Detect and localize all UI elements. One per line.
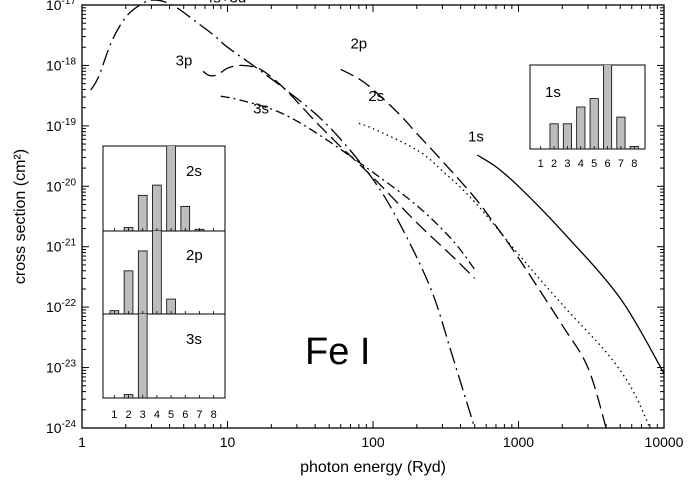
y-tick-base: 10 — [46, 118, 62, 134]
series-line-1s — [476, 154, 665, 374]
y-tick-label: 10-19 — [46, 117, 76, 134]
bar-1s-2 — [549, 123, 559, 149]
element-annotation: Fe I — [305, 331, 370, 373]
curve-label-4s-3d: 4s+3d — [205, 0, 246, 6]
bar-2s-3 — [137, 194, 148, 231]
inset-tick-label: 8 — [211, 409, 217, 421]
bar-1s-5 — [589, 98, 599, 149]
x-tick-label: 1000 — [503, 434, 534, 450]
bar-2s-5 — [166, 146, 176, 231]
x-tick-label: 10 — [220, 434, 236, 450]
bar-1s-4 — [576, 106, 586, 149]
inset-bars — [549, 65, 639, 149]
inset-label-2p: 2p — [186, 247, 203, 264]
inset-frame — [529, 64, 646, 150]
y-tick-base: 10 — [46, 57, 62, 73]
y-tick-label: 10-21 — [46, 238, 76, 255]
y-tick-base: 10 — [46, 239, 62, 255]
inset-tick-label: 5 — [591, 158, 597, 170]
y-tick-exponent: -21 — [62, 238, 77, 249]
y-tick-base: 10 — [46, 420, 62, 436]
bar-2p-3 — [137, 250, 148, 314]
y-tick-base: 10 — [46, 178, 62, 194]
bar-1s-6 — [603, 65, 613, 149]
y-tick-label: 10-17 — [46, 0, 76, 13]
bar-2s-6 — [180, 205, 191, 231]
bar-3s-3 — [137, 314, 148, 398]
series-line-4s-3d — [90, 0, 476, 429]
y-tick-label: 10-18 — [46, 56, 76, 73]
curve-label-3s: 3s — [253, 101, 269, 118]
curve-label-2s: 2s — [368, 88, 384, 105]
inset-tick-label: 8 — [631, 158, 637, 170]
y-axis-title: cross section (cm²) — [12, 149, 29, 284]
inset-tick-label: 4 — [578, 158, 584, 170]
y-tick-label: 10-23 — [46, 359, 76, 376]
y-tick-exponent: -24 — [62, 419, 77, 430]
inset-label-1s: 1s — [545, 84, 561, 101]
inset-tick-label: 2 — [551, 158, 557, 170]
y-tick-label: 10-24 — [46, 419, 76, 436]
inset-tick-label: 1 — [538, 158, 544, 170]
curve-label-1s: 1s — [468, 129, 484, 146]
inset-tick-label: 6 — [604, 158, 610, 170]
bar-1s-3 — [562, 123, 572, 149]
inset-tick-label: 2 — [125, 409, 131, 421]
curve-label-3p: 3p — [176, 52, 193, 69]
inset-frame — [102, 313, 226, 399]
y-tick-exponent: -18 — [62, 56, 77, 67]
inset-label-2s: 2s — [186, 163, 202, 180]
inset-label-3s: 3s — [186, 331, 202, 348]
bar-2p-2 — [123, 270, 134, 314]
bar-1s-7 — [616, 116, 626, 149]
x-axis-title: photon energy (Ryd) — [300, 459, 446, 476]
y-tick-exponent: -20 — [62, 177, 77, 188]
series-line-2p — [340, 68, 607, 429]
x-tick-label: 1 — [78, 434, 86, 450]
y-tick-exponent: -19 — [62, 117, 77, 128]
y-tick-exponent: -22 — [62, 298, 77, 309]
x-tick-label: 10000 — [645, 434, 684, 450]
inset-frame — [102, 230, 226, 315]
main-axes-group: 1 10 100 1000 1000010-1710-1810-1910-2010-21… — [12, 0, 684, 476]
y-tick-label: 10-20 — [46, 177, 76, 194]
inset-panel-1s: 1 2 3 4 5 6 7 8 1s — [529, 64, 646, 170]
inset-tick-label: 3 — [140, 409, 146, 421]
inset-tick-label: 5 — [168, 409, 174, 421]
y-tick-base: 10 — [46, 299, 62, 315]
inset-tick-label: 6 — [182, 409, 188, 421]
inset-tick-label: 1 — [111, 409, 117, 421]
inset-panel-2p: 2p — [102, 230, 226, 315]
y-tick-exponent: -17 — [62, 0, 77, 7]
inset-tick-label: 7 — [618, 158, 624, 170]
series-line-3s — [220, 95, 476, 270]
inset-frame — [102, 145, 226, 232]
inset-tick-label: 4 — [154, 409, 160, 421]
inset-panel-2s: 2s — [102, 145, 226, 232]
inset-tick-label: 3 — [564, 158, 570, 170]
main-series-group — [90, 0, 665, 429]
curve-label-2p: 2p — [350, 36, 367, 53]
curve-labels-group: 4s+3d 3p 3s 2p 2s 1s — [176, 0, 484, 146]
x-tick-label: 100 — [361, 434, 385, 450]
y-tick-base: 10 — [46, 360, 62, 376]
y-tick-base: 10 — [46, 0, 62, 13]
bar-2s-4 — [152, 184, 162, 231]
y-tick-exponent: -23 — [62, 359, 77, 370]
inset-panel-3s: 1 2 3 4 5 6 7 8 3s — [102, 313, 226, 421]
inset-tick-label: 7 — [196, 409, 202, 421]
y-tick-label: 10-22 — [46, 298, 76, 315]
